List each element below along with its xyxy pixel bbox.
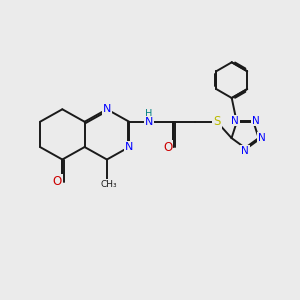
Text: CH₃: CH₃ xyxy=(101,180,118,189)
Text: N: N xyxy=(103,104,111,114)
Text: N: N xyxy=(258,133,266,143)
Text: S: S xyxy=(213,115,220,128)
Text: O: O xyxy=(163,140,172,154)
Text: N: N xyxy=(231,116,239,126)
Text: N: N xyxy=(125,142,134,152)
Text: N: N xyxy=(145,117,153,127)
Text: N: N xyxy=(241,146,249,156)
Text: O: O xyxy=(52,175,62,188)
Text: N: N xyxy=(252,116,260,126)
Text: H: H xyxy=(146,109,153,119)
